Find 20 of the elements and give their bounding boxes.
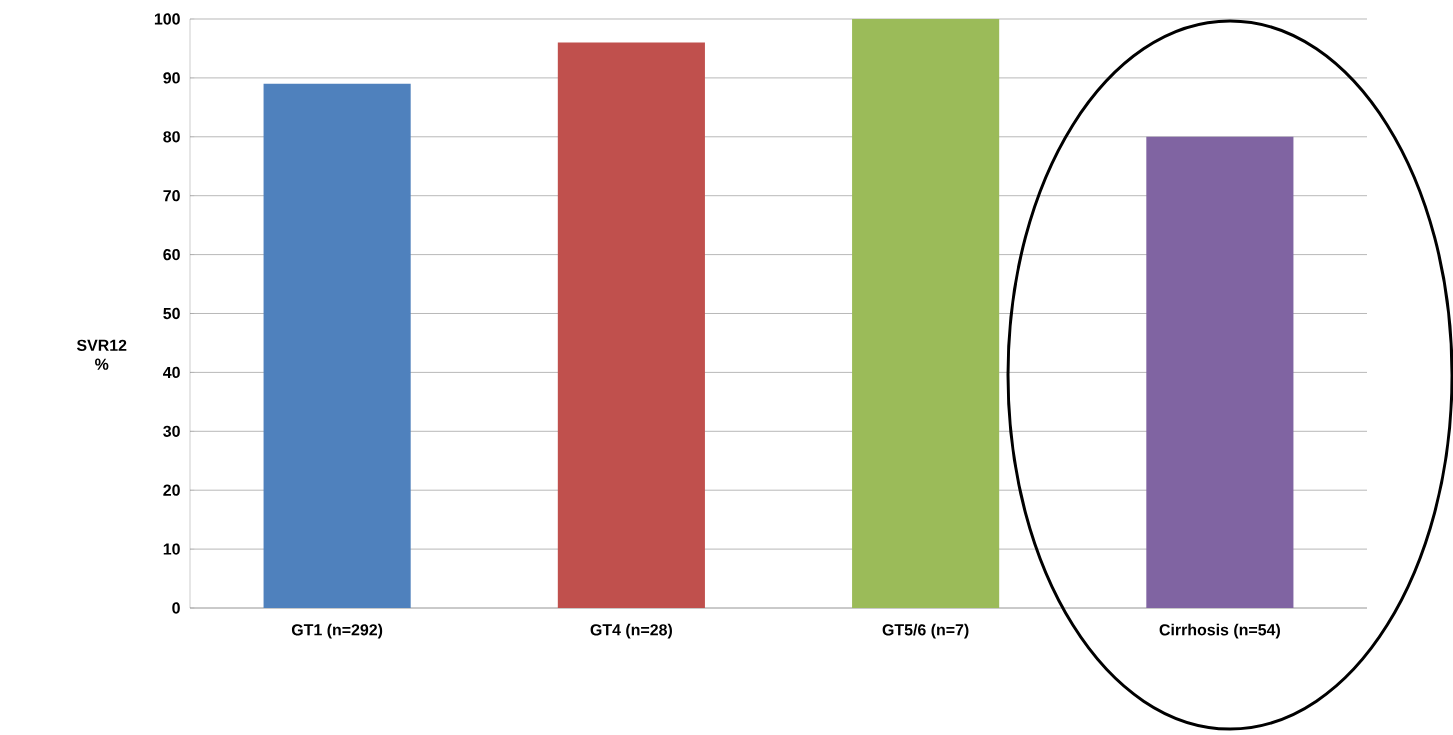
x-tick-label: Cirrhosis (n=54) bbox=[1159, 623, 1280, 639]
bar bbox=[263, 83, 411, 608]
y-tick-label: 60 bbox=[163, 248, 180, 261]
y-tick-label: 80 bbox=[163, 131, 180, 143]
y-tick-label: 10 bbox=[163, 543, 180, 555]
y-tick-label: 30 bbox=[163, 425, 180, 437]
bar bbox=[1146, 136, 1294, 608]
y-tick-label: 40 bbox=[163, 366, 180, 379]
y-tick-label: 50 bbox=[163, 307, 180, 320]
y-tick-label: 0 bbox=[172, 602, 180, 614]
y-tick-label: 70 bbox=[163, 190, 180, 202]
y-tick-label: 90 bbox=[163, 72, 180, 84]
y-tick-label: 100 bbox=[154, 13, 180, 25]
y-axis-title: SVR12 % bbox=[76, 339, 127, 370]
bar bbox=[852, 18, 1000, 608]
x-tick-label: GT4 (n=28) bbox=[590, 623, 672, 639]
x-tick-label: GT1 (n=292) bbox=[291, 623, 383, 639]
y-tick-label: 20 bbox=[163, 484, 180, 496]
x-tick-label: GT5/6 (n=7) bbox=[882, 623, 969, 639]
bar bbox=[557, 42, 705, 608]
